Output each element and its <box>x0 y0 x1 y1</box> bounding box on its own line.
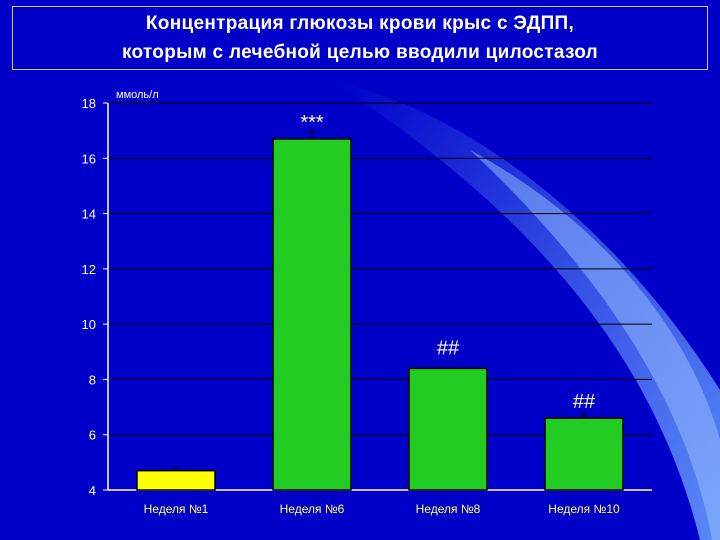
bar <box>272 138 352 491</box>
y-axis-label: ммоль/л <box>116 89 159 101</box>
significance-label: ## <box>573 391 596 413</box>
x-category-label: Неделя №8 <box>416 502 481 516</box>
title-box <box>12 6 708 70</box>
significance-label: ## <box>437 337 460 359</box>
bar <box>544 417 624 491</box>
y-tick-label: 12 <box>82 262 96 277</box>
y-tick-label: 16 <box>82 151 96 166</box>
chart-title-line-2: которым с лечебной целью вводили цилоста… <box>121 42 599 63</box>
y-tick-label: 4 <box>89 483 96 498</box>
x-category-label: Неделя №10 <box>548 502 620 516</box>
y-tick-label: 10 <box>82 317 96 332</box>
y-tick-label: 8 <box>89 372 96 387</box>
y-tick-label: 18 <box>82 96 96 111</box>
y-tick-label: 6 <box>89 428 96 443</box>
bar <box>136 469 216 491</box>
significance-label: *** <box>300 112 324 134</box>
x-category-label: Неделя №6 <box>280 502 345 516</box>
y-tick-label: 14 <box>82 207 96 222</box>
bar <box>408 367 488 491</box>
chart-title-line-1: Концентрация глюкозы крови крыс с ЭДПП, <box>145 13 575 34</box>
x-category-label: Неделя №1 <box>144 502 209 516</box>
